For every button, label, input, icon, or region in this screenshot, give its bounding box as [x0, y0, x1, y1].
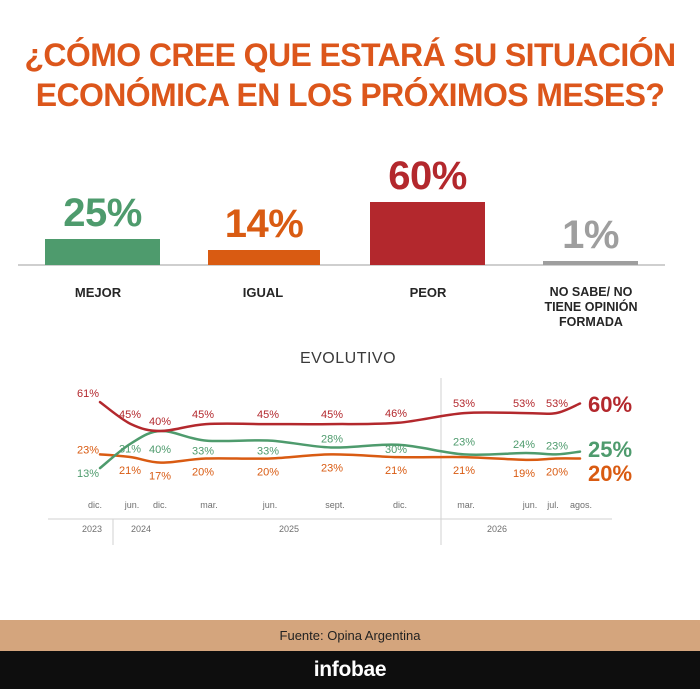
data-label: 13% — [77, 468, 99, 480]
data-label: 20% — [192, 467, 214, 479]
source-bar: Fuente: Opina Argentina — [0, 620, 700, 651]
data-label: 40% — [149, 444, 171, 456]
bar-column: 60% — [370, 120, 485, 265]
data-label: 31% — [119, 443, 141, 455]
data-label: 20% — [257, 467, 279, 479]
data-label: 21% — [385, 465, 407, 477]
data-label: 33% — [192, 446, 214, 458]
bar — [45, 238, 160, 265]
bar-value-label: 25% — [63, 190, 142, 235]
end-value-label: 60% — [588, 392, 632, 417]
x-tick-label: jun. — [522, 500, 538, 510]
data-label: 23% — [77, 444, 99, 456]
evolution-line-chart: 61% 45% 40% 45% 45% 45% 46% 53% 53% 53% 60% 13% 31% 4… — [48, 378, 632, 545]
bar-column: 14% — [208, 120, 320, 265]
data-label: 28% — [321, 434, 343, 446]
data-label: 45% — [119, 409, 141, 421]
bar-value-label: 60% — [388, 154, 467, 198]
evolution-title: EVOLUTIVO — [299, 350, 397, 367]
infobae-logo: infobae — [313, 658, 387, 681]
end-value-label: 20% — [588, 461, 632, 486]
series-line — [98, 429, 582, 470]
data-label: 17% — [149, 471, 171, 483]
x-tick-label: dic. — [153, 500, 167, 510]
x-tick-label: mar. — [200, 500, 218, 510]
bar-column: 25% — [45, 120, 160, 265]
bar — [208, 250, 320, 265]
brand-bar: infobae — [0, 651, 700, 689]
data-label: 33% — [257, 446, 279, 458]
data-label: 61% — [77, 388, 99, 400]
data-label: 53% — [453, 398, 475, 410]
data-labels: 61% 45% 40% 45% 45% 45% 46% 53% 53% 53% 60% 13% 31% 4… — [77, 388, 632, 486]
data-label: 24% — [513, 439, 535, 451]
series-line — [98, 453, 582, 464]
bar-baseline — [18, 264, 665, 266]
data-label: 46% — [385, 408, 407, 420]
chart-title-line-2: ECONÓMICA EN LOS PRÓXIMOS MESES? — [35, 77, 665, 113]
bar-value-label: 1% — [562, 213, 619, 257]
bar-category-label: PEOR — [409, 285, 447, 300]
bar — [370, 202, 485, 265]
bar-value-label: 14% — [224, 202, 304, 247]
source-text: Fuente: Opina Argentina — [279, 628, 421, 643]
chart-title-line-1: ¿CÓMO CREE QUE ESTARÁ SU SITUACIÓN — [24, 37, 676, 73]
year-label: 2024 — [131, 524, 151, 534]
year-label: 2025 — [279, 524, 299, 534]
data-label: 53% — [546, 398, 568, 410]
data-label: 40% — [149, 416, 171, 428]
data-label: 23% — [321, 462, 343, 474]
x-tick-label: mar. — [457, 500, 475, 510]
x-axis-ticks: dic. jun. dic. mar. jun. sept. dic. mar. jun. jul… — [82, 500, 592, 534]
series-line — [98, 400, 582, 433]
data-label: 21% — [119, 465, 141, 477]
data-label: 45% — [192, 409, 214, 421]
year-label: 2026 — [487, 524, 507, 534]
data-label: 20% — [546, 467, 568, 479]
bar-category-label: NO SABE/ NO TIENE OPINIÓN FORMADA — [544, 285, 638, 329]
bar-column: 1% — [543, 120, 638, 265]
x-tick-label: dic. — [88, 500, 102, 510]
data-label: 23% — [546, 440, 568, 452]
data-label: 53% — [513, 398, 535, 410]
x-tick-label: jun. — [262, 500, 278, 510]
end-value-label: 25% — [588, 437, 632, 462]
x-tick-label: sept. — [325, 500, 345, 510]
data-label: 45% — [321, 409, 343, 421]
chart-title: ¿CÓMO CREE QUE ESTARÁ SU SITUACIÓN ECONÓ… — [0, 35, 700, 115]
data-label: 30% — [385, 444, 407, 456]
data-label: 45% — [257, 409, 279, 421]
data-label: 21% — [453, 465, 475, 477]
bar-category-label: MEJOR — [74, 285, 122, 300]
x-tick-label: jun. — [124, 500, 140, 510]
data-label: 23% — [453, 436, 475, 448]
series-lines — [98, 400, 582, 470]
x-tick-label: agos. — [570, 500, 592, 510]
bar-category-label: IGUAL — [242, 285, 284, 300]
bar — [543, 261, 638, 265]
data-label: 19% — [513, 468, 535, 480]
year-label: 2023 — [82, 524, 102, 534]
x-tick-label: dic. — [393, 500, 407, 510]
x-tick-label: jul. — [546, 500, 559, 510]
